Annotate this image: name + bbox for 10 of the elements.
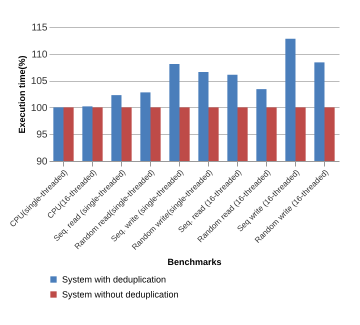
legend-label: System without deduplication bbox=[62, 290, 179, 300]
y-tick-label: 95 bbox=[36, 130, 48, 141]
x-axis-title: Benchmarks bbox=[167, 256, 222, 267]
y-tick-label: 110 bbox=[32, 49, 48, 60]
y-tick-label: 90 bbox=[36, 156, 48, 168]
legend-label: System with deduplication bbox=[62, 274, 166, 284]
y-tick-label: 100 bbox=[30, 102, 48, 114]
y-tick-label: 105 bbox=[30, 76, 48, 88]
y-axis-title: Execution time(%) bbox=[16, 55, 27, 134]
y-tick-label: 115 bbox=[32, 22, 48, 34]
